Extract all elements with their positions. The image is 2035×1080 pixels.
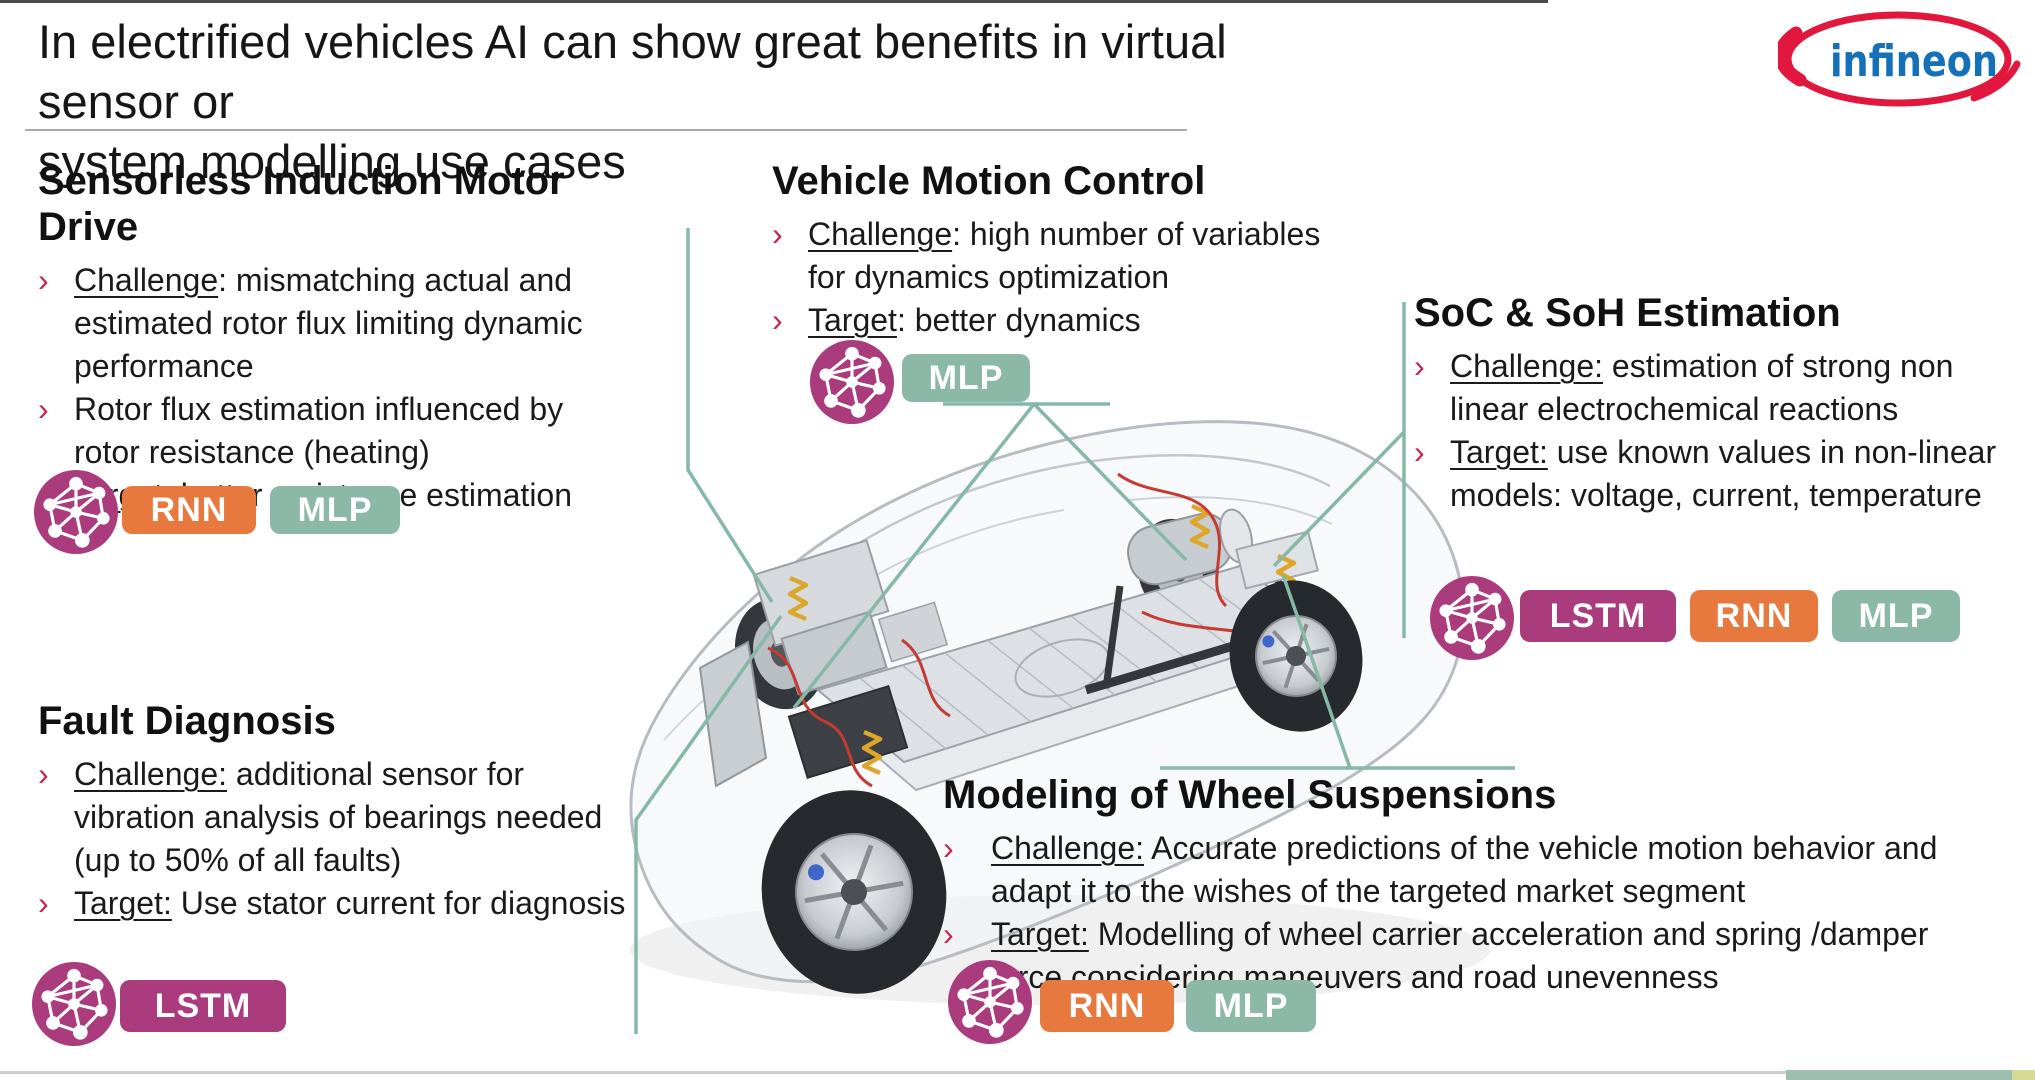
bullet-item: › Challenge: additional sensor for vibra… — [38, 753, 629, 882]
section-sensorless-induction-motor-drive: Sensorless Induction Motor Drive › Chall… — [38, 158, 594, 517]
neural-network-icon — [32, 962, 116, 1046]
bullet-item: › Target: Modelling of wheel carrier acc… — [943, 913, 1953, 999]
neural-network-icon — [810, 340, 894, 424]
connector-vmc-rear — [1032, 402, 1188, 562]
bullet-chevron: › — [943, 916, 954, 952]
bullet-text: Challenge: additional sensor for vibrati… — [74, 756, 603, 878]
section-modeling-of-wheel-suspensions: Modeling of Wheel Suspensions › Challeng… — [943, 772, 1953, 999]
front-near-wheel — [761, 790, 947, 994]
page-title-line-1: In electrified vehicles AI can show grea… — [38, 15, 1227, 128]
tag-mlp: MLP — [902, 354, 1030, 402]
bullet-item: › Challenge: high number of variables fo… — [772, 213, 1353, 299]
section-title: Modeling of Wheel Suspensions — [943, 773, 1557, 817]
connector-soc — [1272, 430, 1406, 568]
footer-progress-bar — [1786, 1070, 2012, 1080]
infineon-logo: infineon — [1778, 11, 2021, 107]
bullet-item: › Rotor flux estimation influenced by ro… — [38, 388, 594, 474]
bullet-chevron: › — [1414, 348, 1425, 384]
neural-network-icon — [1430, 576, 1514, 660]
section-title: Sensorless Induction Motor Drive — [38, 159, 565, 249]
infineon-logo-text: infineon — [1830, 36, 1998, 87]
top-border — [0, 0, 1548, 3]
footer-progress-bar-tip — [2012, 1070, 2035, 1080]
bullet-item: › Challenge: estimation of strong non li… — [1414, 345, 2010, 431]
neural-network-icon — [948, 960, 1032, 1044]
tag-rnn: RNN — [1040, 980, 1174, 1032]
bullet-chevron: › — [772, 302, 783, 338]
neural-network-icon — [34, 470, 118, 554]
bullet-chevron: › — [772, 216, 783, 252]
ev-car-illustration — [629, 420, 1490, 1005]
bottom-border — [0, 1071, 2035, 1074]
connector-wheel — [1281, 574, 1352, 769]
tag-mlp: MLP — [270, 486, 400, 534]
bullet-item: › Target: use known values in non-linear… — [1414, 431, 2010, 517]
bullet-item: › Challenge: mismatching actual and esti… — [38, 259, 594, 388]
bullet-chevron: › — [38, 391, 49, 427]
tag-mlp: MLP — [1832, 590, 1960, 642]
charger-box — [1235, 530, 1319, 590]
connector-lines — [634, 228, 1515, 1034]
tag-rnn: RNN — [1690, 590, 1818, 642]
bullet-chevron: › — [943, 830, 954, 866]
bullet-text: Target: Modelling of wheel carrier accel… — [991, 916, 1929, 995]
page-title: In electrified vehicles AI can show grea… — [38, 12, 1378, 192]
bullet-chevron: › — [38, 885, 49, 921]
section-title: Fault Diagnosis — [38, 699, 336, 743]
tag-lstm: LSTM — [1520, 590, 1676, 642]
section-title: SoC & SoH Estimation — [1414, 291, 1841, 335]
bullet-item: › Target: Use stator current for diagnos… — [38, 882, 629, 925]
title-divider-line — [25, 129, 1187, 131]
bullet-chevron: › — [1414, 434, 1425, 470]
section-vehicle-motion-control: Vehicle Motion Control › Challenge: high… — [772, 158, 1353, 342]
bullet-item: › Challenge: Accurate predictions of the… — [943, 827, 1953, 913]
bullet-chevron: › — [38, 756, 49, 792]
section-fault-diagnosis: Fault Diagnosis › Challenge: additional … — [38, 698, 629, 925]
bullet-text: Target: Use stator current for diagnosis — [74, 885, 626, 921]
page-title-line-2: system modelling use cases — [38, 135, 626, 188]
bullet-text: Target: better dynamics — [808, 302, 1141, 338]
front-motor-assembly — [698, 539, 949, 788]
bullet-item: › Target: better dynamics — [772, 299, 1353, 342]
bullet-text: Target: use known values in non-linear m… — [1450, 434, 1997, 513]
bullet-text: Challenge: Accurate predictions of the v… — [991, 830, 1938, 909]
section-soc-soh-estimation: SoC & SoH Estimation › Challenge: estima… — [1414, 290, 2010, 517]
tag-mlp: MLP — [1186, 980, 1316, 1032]
connector-motor — [686, 228, 774, 603]
bullet-text: Rotor flux estimation influenced by roto… — [74, 391, 564, 470]
connector-vmc-front — [792, 402, 1036, 710]
connector-fault — [634, 614, 783, 1034]
tag-rnn: RNN — [122, 486, 256, 534]
rear-near-wheel — [1229, 580, 1363, 732]
bullet-text: Challenge: mismatching actual and estima… — [74, 262, 583, 384]
tag-lstm: LSTM — [120, 980, 286, 1032]
bullet-text: Challenge: estimation of strong non line… — [1450, 348, 1954, 427]
bullet-chevron: › — [38, 262, 49, 298]
section-title: Vehicle Motion Control — [772, 159, 1206, 203]
bullet-text: Challenge: high number of variables for … — [808, 216, 1321, 295]
